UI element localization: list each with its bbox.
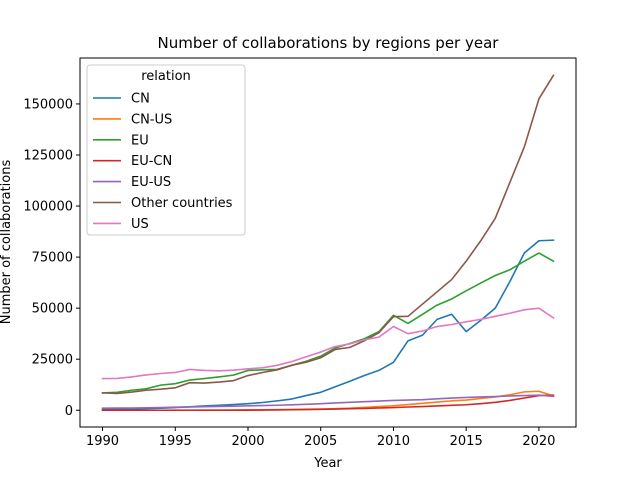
x-tick-label: 2020 — [522, 434, 555, 449]
legend-label-cn-us: CN-US — [131, 112, 172, 127]
y-tick-label: 150000 — [23, 97, 73, 112]
x-axis-label: Year — [313, 456, 342, 471]
x-axis: 1990 1995 2000 2005 2010 2015 2020 — [86, 427, 555, 449]
y-tick-label: 0 — [65, 404, 73, 419]
series-line-eu — [101, 252, 555, 394]
chart-title: Number of collaborations by regions per … — [158, 34, 500, 52]
x-tick-label: 2010 — [377, 434, 410, 449]
y-tick-label: 75000 — [32, 251, 73, 266]
legend-label-us: US — [131, 217, 149, 232]
series-line-other-countries — [101, 74, 555, 395]
y-tick-label: 125000 — [23, 148, 73, 163]
legend-label-cn: CN — [131, 92, 150, 107]
legend-label-other-countries: Other countries — [131, 196, 233, 211]
y-tick-label: 50000 — [32, 302, 73, 317]
series-line-eu-cn — [101, 394, 555, 412]
x-tick-label: 1990 — [86, 434, 119, 449]
legend: relation CN CN-US EU EU-CN EU-US Other countr… — [86, 64, 246, 236]
legend-label-eu-us: EU-US — [131, 175, 171, 190]
x-tick-label: 2015 — [450, 434, 483, 449]
series-line-eu-us — [101, 394, 555, 410]
legend-title: relation — [141, 69, 191, 84]
y-tick-label: 100000 — [23, 200, 73, 215]
legend-box — [86, 64, 246, 236]
legend-items: CN CN-US EU EU-CN EU-US Other countries US — [93, 92, 233, 232]
legend-label-eu: EU — [131, 133, 149, 148]
legend-label-eu-cn: EU-CN — [131, 154, 172, 169]
x-tick-label: 2000 — [231, 434, 264, 449]
x-tick-label: 1995 — [159, 434, 192, 449]
series-line-us — [101, 307, 555, 380]
x-tick-label: 2005 — [304, 434, 337, 449]
y-tick-label: 25000 — [32, 353, 73, 368]
plot-frame — [79, 57, 577, 428]
y-axis-label: Number of collaborations — [0, 160, 14, 325]
y-axis: 0 25000 50000 75000 100000 125000 150000 — [23, 97, 80, 419]
series-layer — [101, 74, 555, 412]
